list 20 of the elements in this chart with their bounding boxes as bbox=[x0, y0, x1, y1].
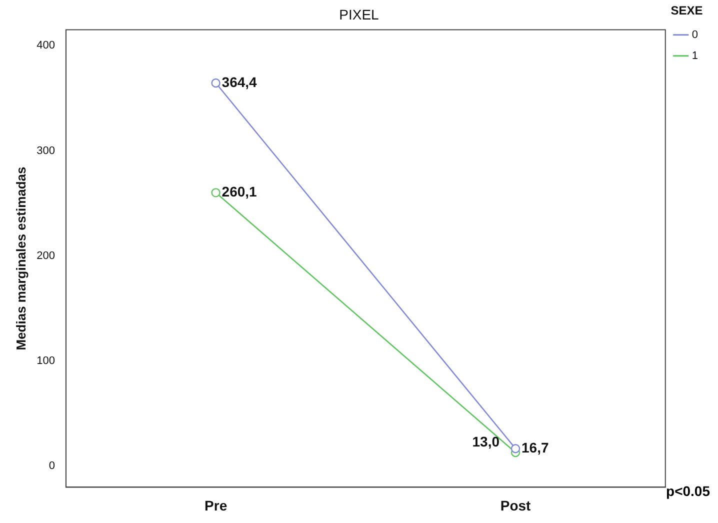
point bbox=[211, 78, 220, 88]
data-label: 16,7 bbox=[522, 439, 549, 456]
point bbox=[510, 444, 520, 454]
legend-label: 0 bbox=[692, 28, 698, 41]
legend-title: SEXE bbox=[670, 3, 703, 18]
y-tick-label: 200 bbox=[36, 250, 55, 262]
chart-title: PIXEL bbox=[339, 6, 380, 22]
data-label: 260,1 bbox=[222, 184, 258, 200]
x-tick-label: Pre bbox=[204, 497, 228, 514]
data-label: 13,0 bbox=[472, 433, 500, 450]
y-tick-label: 400 bbox=[36, 40, 55, 52]
legend-label: 1 bbox=[692, 50, 698, 62]
y-tick-label: 100 bbox=[36, 355, 55, 368]
y-tick-label: 300 bbox=[36, 144, 55, 157]
x-tick-label: Post bbox=[500, 497, 532, 514]
point bbox=[211, 188, 220, 198]
data-label: 364,4 bbox=[222, 74, 258, 90]
text: p<0.05 bbox=[666, 483, 710, 499]
y-axis-title: Medias marginales estimadas bbox=[13, 166, 28, 350]
y-tick-label: 0 bbox=[48, 460, 55, 472]
